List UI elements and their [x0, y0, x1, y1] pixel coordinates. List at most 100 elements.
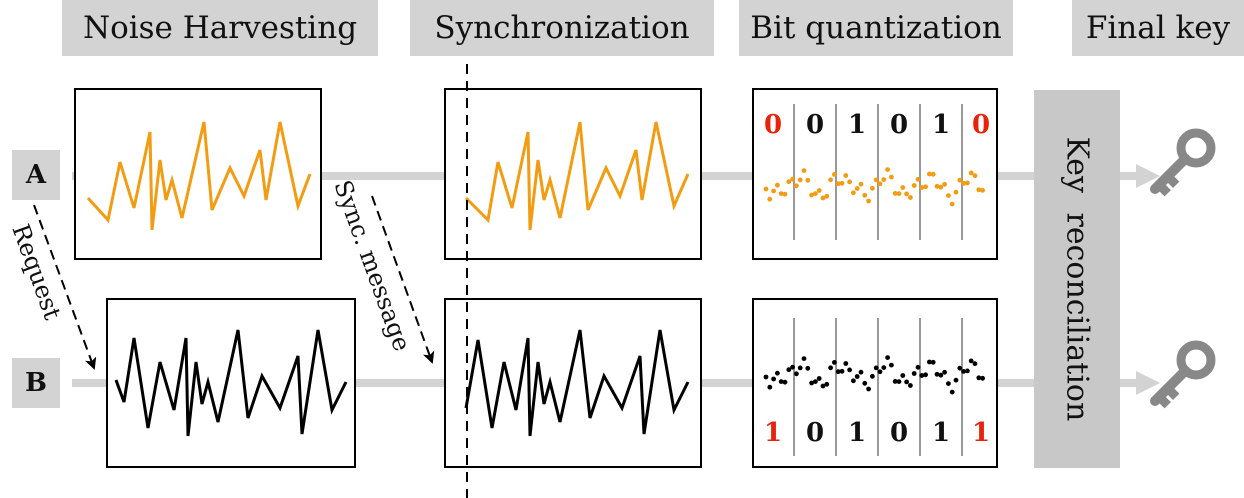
sample-dot [778, 191, 784, 197]
quant-dividers-a [793, 104, 963, 240]
sample-dot [828, 365, 833, 371]
sample-dot [790, 364, 795, 370]
sample-dot [824, 193, 830, 199]
sample-dot [843, 173, 849, 178]
sample-dot [949, 201, 955, 207]
node-b-arrowhead [1136, 371, 1160, 395]
sample-dot [790, 176, 795, 182]
sample-dot [775, 182, 780, 188]
sample-dot [866, 198, 871, 204]
sample-dot [896, 379, 902, 384]
sync-box-a [444, 88, 702, 260]
sample-dot [843, 361, 849, 366]
noise-box-b [106, 298, 356, 468]
sample-dot [930, 171, 936, 177]
signal-b-harvest [114, 329, 348, 437]
sample-dot [961, 181, 966, 186]
sample-dot [862, 192, 868, 198]
signal-b-sync [464, 329, 690, 437]
sample-dot [904, 379, 909, 385]
sample-dot [805, 365, 811, 371]
sample-dot [946, 381, 951, 386]
sample-dot [976, 187, 982, 193]
sample-dot [972, 173, 978, 179]
sample-dot [858, 181, 864, 187]
sample-dot [828, 177, 833, 183]
bit-b: 1 [763, 418, 783, 448]
sample-dot [835, 181, 841, 187]
sample-dot [957, 365, 963, 371]
sample-dot [801, 168, 807, 174]
sample-dot [911, 371, 917, 376]
sample-dot [968, 358, 974, 364]
sample-dot [854, 374, 860, 379]
sample-dot [786, 367, 792, 373]
sample-dot [801, 356, 807, 361]
sample-dot [820, 383, 826, 389]
sample-dot [949, 389, 955, 395]
request-arrow [33, 204, 97, 370]
sample-dot [908, 383, 913, 388]
bit-a: 1 [931, 110, 951, 140]
sample-dot [771, 376, 776, 382]
sample-dot [938, 372, 944, 378]
sample-dot [835, 369, 841, 375]
stage-header-bit-quantization: Bit quantization [739, 0, 1013, 56]
sample-dot [942, 181, 947, 187]
stage-header-final-key: Final key [1072, 0, 1244, 56]
sample-dot [927, 359, 932, 365]
sample-dot [953, 189, 959, 195]
sample-dot [923, 372, 928, 378]
sample-dot [908, 195, 913, 200]
sample-dot [881, 365, 887, 370]
sample-dot [767, 384, 773, 390]
noise-box-a [74, 88, 322, 260]
sample-dot [972, 361, 978, 367]
sample-dot [927, 171, 932, 177]
sample-dot [786, 179, 792, 185]
sample-dot [873, 365, 879, 371]
quant-samples-a [763, 167, 985, 207]
sample-dot [839, 368, 845, 374]
bit-b: 0 [805, 418, 825, 448]
quant-samples-b [763, 355, 985, 395]
bit-a: 0 [971, 110, 991, 140]
sample-dot [813, 379, 818, 384]
sample-dot [782, 191, 788, 197]
stage-header-noise-harvesting: Noise Harvesting [62, 0, 378, 56]
sample-dot [915, 364, 921, 370]
sample-dot [832, 172, 837, 177]
sample-dot [816, 376, 822, 381]
sample-dot [965, 368, 970, 374]
sample-dot [961, 369, 966, 374]
bit-b: 1 [971, 418, 991, 448]
node-a-label: A [12, 150, 60, 200]
key-icon [1149, 128, 1216, 197]
sample-dot [847, 179, 852, 185]
sample-dot [885, 167, 890, 173]
sample-dot [942, 369, 947, 375]
sample-dot [889, 174, 894, 180]
sample-dot [797, 177, 803, 183]
sample-dot [919, 185, 925, 190]
sample-dot [809, 380, 814, 386]
sample-dot [816, 188, 822, 193]
sample-dot [919, 373, 925, 378]
sync-box-b [444, 298, 702, 468]
sample-dot [775, 370, 780, 376]
sample-dot [851, 190, 856, 196]
sample-dot [953, 377, 959, 383]
sample-dot [980, 187, 985, 193]
bit-a: 0 [763, 110, 783, 140]
sample-dot [854, 186, 860, 191]
sample-dot [767, 196, 773, 202]
sample-dot [877, 181, 883, 187]
sample-dot [915, 176, 921, 182]
sample-dot [957, 177, 963, 183]
sample-dot [877, 369, 883, 375]
sample-dot [976, 375, 982, 381]
node-b-label: B [12, 358, 60, 408]
sample-dot [778, 379, 784, 384]
quant-dividers-b [793, 318, 963, 456]
